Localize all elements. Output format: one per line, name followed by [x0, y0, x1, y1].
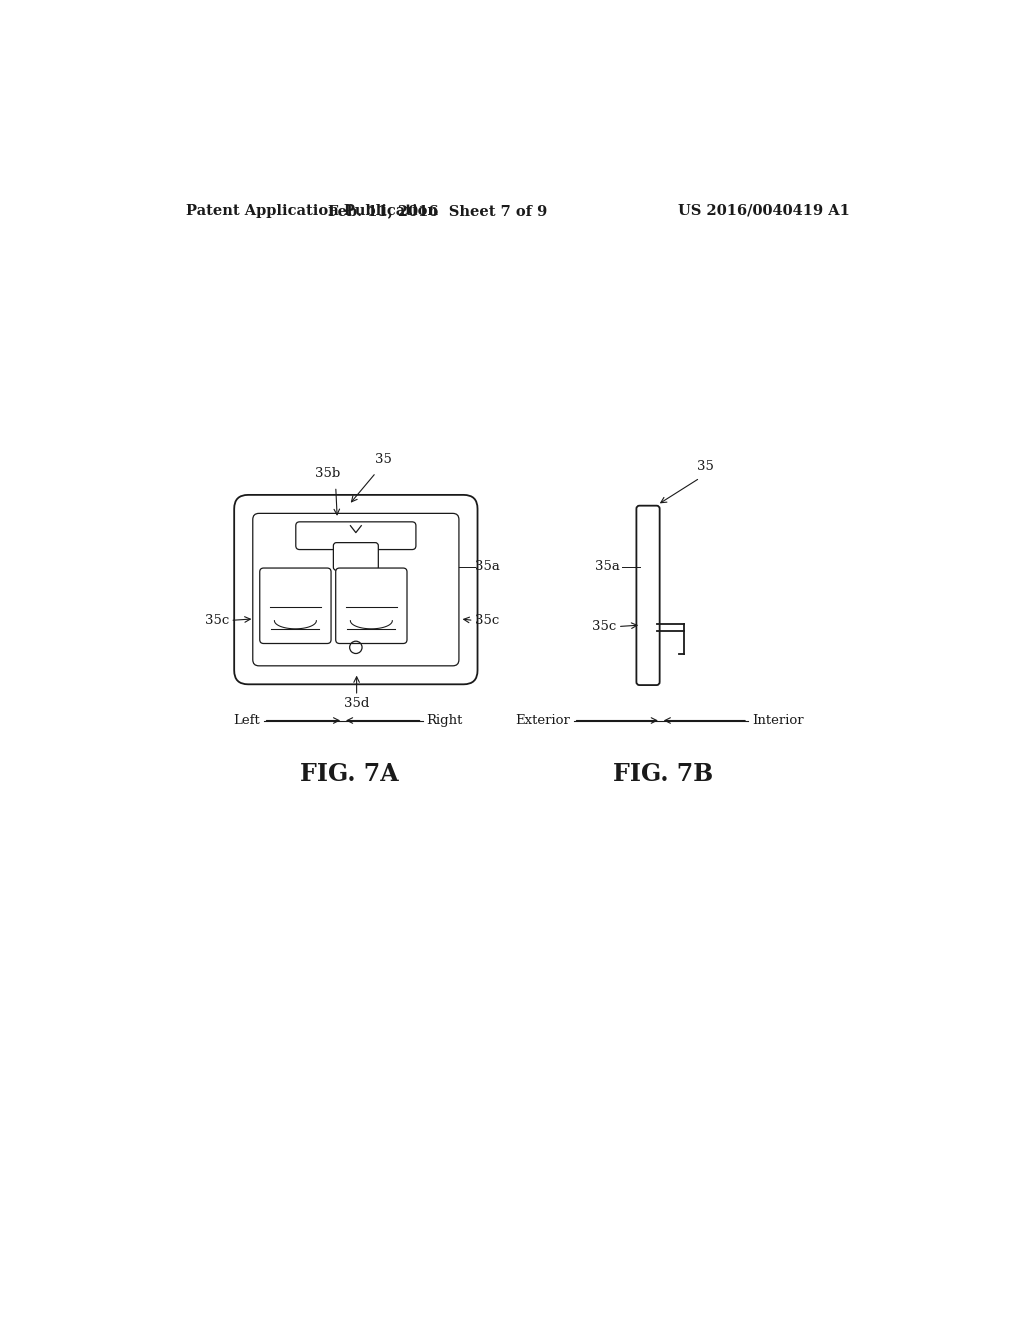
Text: Patent Application Publication: Patent Application Publication — [186, 203, 438, 218]
FancyBboxPatch shape — [253, 513, 459, 665]
Text: 35d: 35d — [344, 697, 370, 710]
Text: Interior: Interior — [752, 714, 804, 727]
Text: Right: Right — [426, 714, 463, 727]
Text: FIG. 7A: FIG. 7A — [300, 763, 398, 787]
FancyBboxPatch shape — [636, 506, 659, 685]
Text: 35c: 35c — [475, 614, 500, 627]
FancyBboxPatch shape — [260, 568, 331, 644]
FancyBboxPatch shape — [296, 521, 416, 549]
FancyBboxPatch shape — [336, 568, 407, 644]
Text: 35: 35 — [376, 453, 392, 466]
Text: 35: 35 — [697, 459, 714, 473]
Text: FIG. 7B: FIG. 7B — [612, 763, 713, 787]
Text: 35a: 35a — [475, 560, 500, 573]
Text: 35c: 35c — [592, 620, 616, 634]
Text: Left: Left — [233, 714, 260, 727]
Text: Feb. 11, 2016  Sheet 7 of 9: Feb. 11, 2016 Sheet 7 of 9 — [329, 203, 548, 218]
Text: 35c: 35c — [205, 614, 228, 627]
Text: 35b: 35b — [315, 467, 341, 480]
Text: US 2016/0040419 A1: US 2016/0040419 A1 — [678, 203, 850, 218]
Text: 35a: 35a — [595, 560, 621, 573]
FancyBboxPatch shape — [234, 495, 477, 684]
Text: Exterior: Exterior — [515, 714, 569, 727]
FancyBboxPatch shape — [334, 543, 378, 570]
